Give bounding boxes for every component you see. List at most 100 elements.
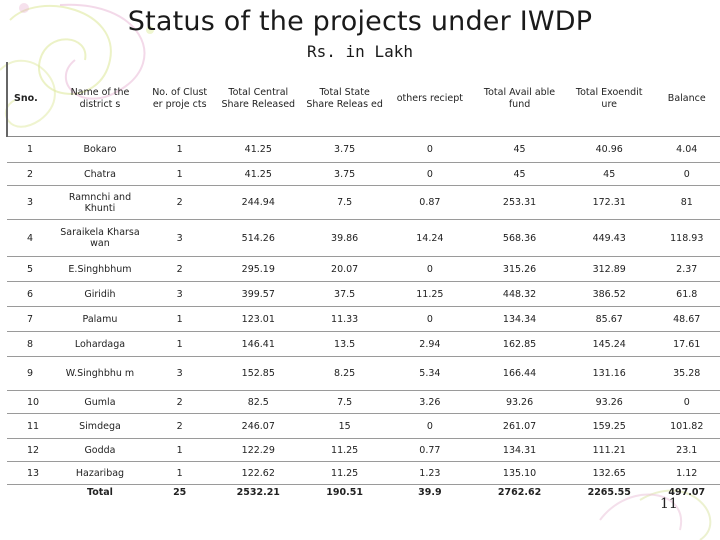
cell-clusters: 2 [146, 185, 213, 220]
cell-available-fund: 134.31 [474, 438, 565, 462]
cell-state-share: 20.07 [303, 256, 386, 282]
cell-clusters: 1 [146, 461, 213, 485]
cell-expenditure: 45 [564, 162, 654, 186]
table-header-row: Sno. Name of the district s No. of Clust… [5, 62, 720, 137]
cell-sno: 7 [7, 306, 54, 332]
cell-balance: 61.8 [653, 281, 720, 307]
cell-clusters: 1 [146, 438, 213, 462]
cell-district: Saraikela Kharsa wan [53, 219, 147, 257]
cell-clusters: 3 [146, 356, 213, 391]
cell-sno: 4 [7, 219, 54, 257]
header-expenditure: Total Exoendit ure [564, 62, 654, 137]
cell-clusters: 3 [146, 219, 213, 257]
table-row: 12 Godda 1 122.29 11.25 0.77 134.31 111.21 23.1 [7, 438, 720, 462]
cell-state-share: 13.5 [303, 331, 386, 357]
cell-district: Simdega [53, 413, 147, 439]
cell-state-share: 7.5 [303, 185, 386, 220]
cell-clusters: 1 [146, 331, 213, 357]
table-row: 3 Ramnchi and Khunti 2 244.94 7.5 0.87 253.31 1… [7, 185, 720, 220]
cell-balance: 81 [653, 185, 720, 220]
cell-balance: 48.67 [653, 306, 720, 332]
cell-expenditure: 85.67 [564, 306, 654, 332]
table-row: 8 Lohardaga 1 146.41 13.5 2.94 162.85 145.24 17.… [7, 331, 720, 357]
cell-district: Godda [53, 438, 147, 462]
cell-balance: 23.1 [653, 438, 720, 462]
total-central-share: 2532.21 [236, 487, 280, 498]
cell-state-share: 15 [303, 413, 386, 439]
page-number: 11 [660, 496, 678, 512]
cell-sno: 10 [7, 390, 54, 414]
cell-expenditure: 111.21 [564, 438, 654, 462]
cell-district: W.Singhbhu m [53, 356, 147, 391]
cell-balance: 0 [653, 390, 720, 414]
cell-district: Hazaribag [53, 461, 147, 485]
cell-balance: 1.12 [653, 461, 720, 485]
page-title: Status of the projects under IWDP [127, 6, 593, 37]
cell-available-fund: 162.85 [474, 331, 565, 357]
cell-others-receipt: 0.77 [385, 438, 475, 462]
header-state-share: Total State Share Releas ed [303, 62, 386, 137]
cell-central-share: 82.5 [212, 390, 304, 414]
total-available-fund: 2762.62 [497, 487, 542, 498]
cell-available-fund: 134.34 [474, 306, 565, 332]
cell-sno: 11 [7, 413, 54, 439]
cell-others-receipt: 2.94 [385, 331, 475, 357]
cell-central-share: 122.29 [212, 438, 304, 462]
cell-clusters: 2 [146, 256, 213, 282]
cell-sno: 1 [7, 136, 54, 163]
cell-others-receipt: 0 [385, 306, 475, 332]
cell-central-share: 122.62 [212, 461, 304, 485]
cell-sno: 9 [7, 356, 54, 391]
header-sno: Sno. [5, 62, 54, 137]
cell-central-share: 399.57 [212, 281, 304, 307]
cell-sno: 6 [7, 281, 54, 307]
cell-expenditure: 93.26 [564, 390, 654, 414]
cell-central-share: 514.26 [212, 219, 304, 257]
table-row: 11 Simdega 2 246.07 15 0 261.07 159.25 101.82 [7, 413, 720, 439]
table-row: 9 W.Singhbhu m 3 152.85 8.25 5.34 166.44 131.16… [7, 356, 720, 391]
header-central-share: Total Central Share Released [212, 62, 304, 137]
cell-others-receipt: 14.24 [385, 219, 475, 257]
cell-balance: 4.04 [653, 136, 720, 163]
cell-clusters: 3 [146, 281, 213, 307]
cell-available-fund: 93.26 [474, 390, 565, 414]
cell-state-share: 3.75 [303, 136, 386, 163]
cell-district: Bokaro [53, 136, 147, 163]
cell-available-fund: 166.44 [474, 356, 565, 391]
cell-expenditure: 172.31 [564, 185, 654, 220]
cell-expenditure: 159.25 [564, 413, 654, 439]
cell-state-share: 39.86 [303, 219, 386, 257]
total-balance: 497.07 [668, 487, 706, 498]
cell-expenditure: 40.96 [564, 136, 654, 163]
cell-clusters: 2 [146, 390, 213, 414]
cell-balance: 118.93 [653, 219, 720, 257]
cell-available-fund: 45 [474, 136, 565, 163]
header-district: Name of the district s [53, 62, 147, 137]
cell-district: Chatra [53, 162, 147, 186]
cell-district: E.Singhbhum [53, 256, 147, 282]
cell-sno: 3 [7, 185, 54, 220]
table-row: 4 Saraikela Kharsa wan 3 514.26 39.86 14.24 56… [7, 219, 720, 257]
cell-expenditure: 312.89 [564, 256, 654, 282]
cell-state-share: 11.25 [303, 461, 386, 485]
total-expenditure: 2265.55 [587, 487, 631, 498]
cell-others-receipt: 11.25 [385, 281, 475, 307]
cell-others-receipt: 1.23 [385, 461, 475, 485]
cell-balance: 17.61 [653, 331, 720, 357]
cell-others-receipt: 5.34 [385, 356, 475, 391]
cell-central-share: 146.41 [212, 331, 304, 357]
cell-balance: 2.37 [653, 256, 720, 282]
cell-available-fund: 135.10 [474, 461, 565, 485]
cell-central-share: 123.01 [212, 306, 304, 332]
header-others-receipt: others reciept [385, 62, 475, 137]
cell-expenditure: 132.65 [564, 461, 654, 485]
table-row: 1 Bokaro 1 41.25 3.75 0 45 40.96 4.04 [7, 136, 720, 163]
cell-available-fund: 45 [474, 162, 565, 186]
cell-central-share: 152.85 [212, 356, 304, 391]
cell-sno: 8 [7, 331, 54, 357]
cell-expenditure: 386.52 [564, 281, 654, 307]
cell-state-share: 7.5 [303, 390, 386, 414]
cell-expenditure: 449.43 [564, 219, 654, 257]
cell-district: Gumla [53, 390, 147, 414]
cell-others-receipt: 0 [385, 256, 475, 282]
